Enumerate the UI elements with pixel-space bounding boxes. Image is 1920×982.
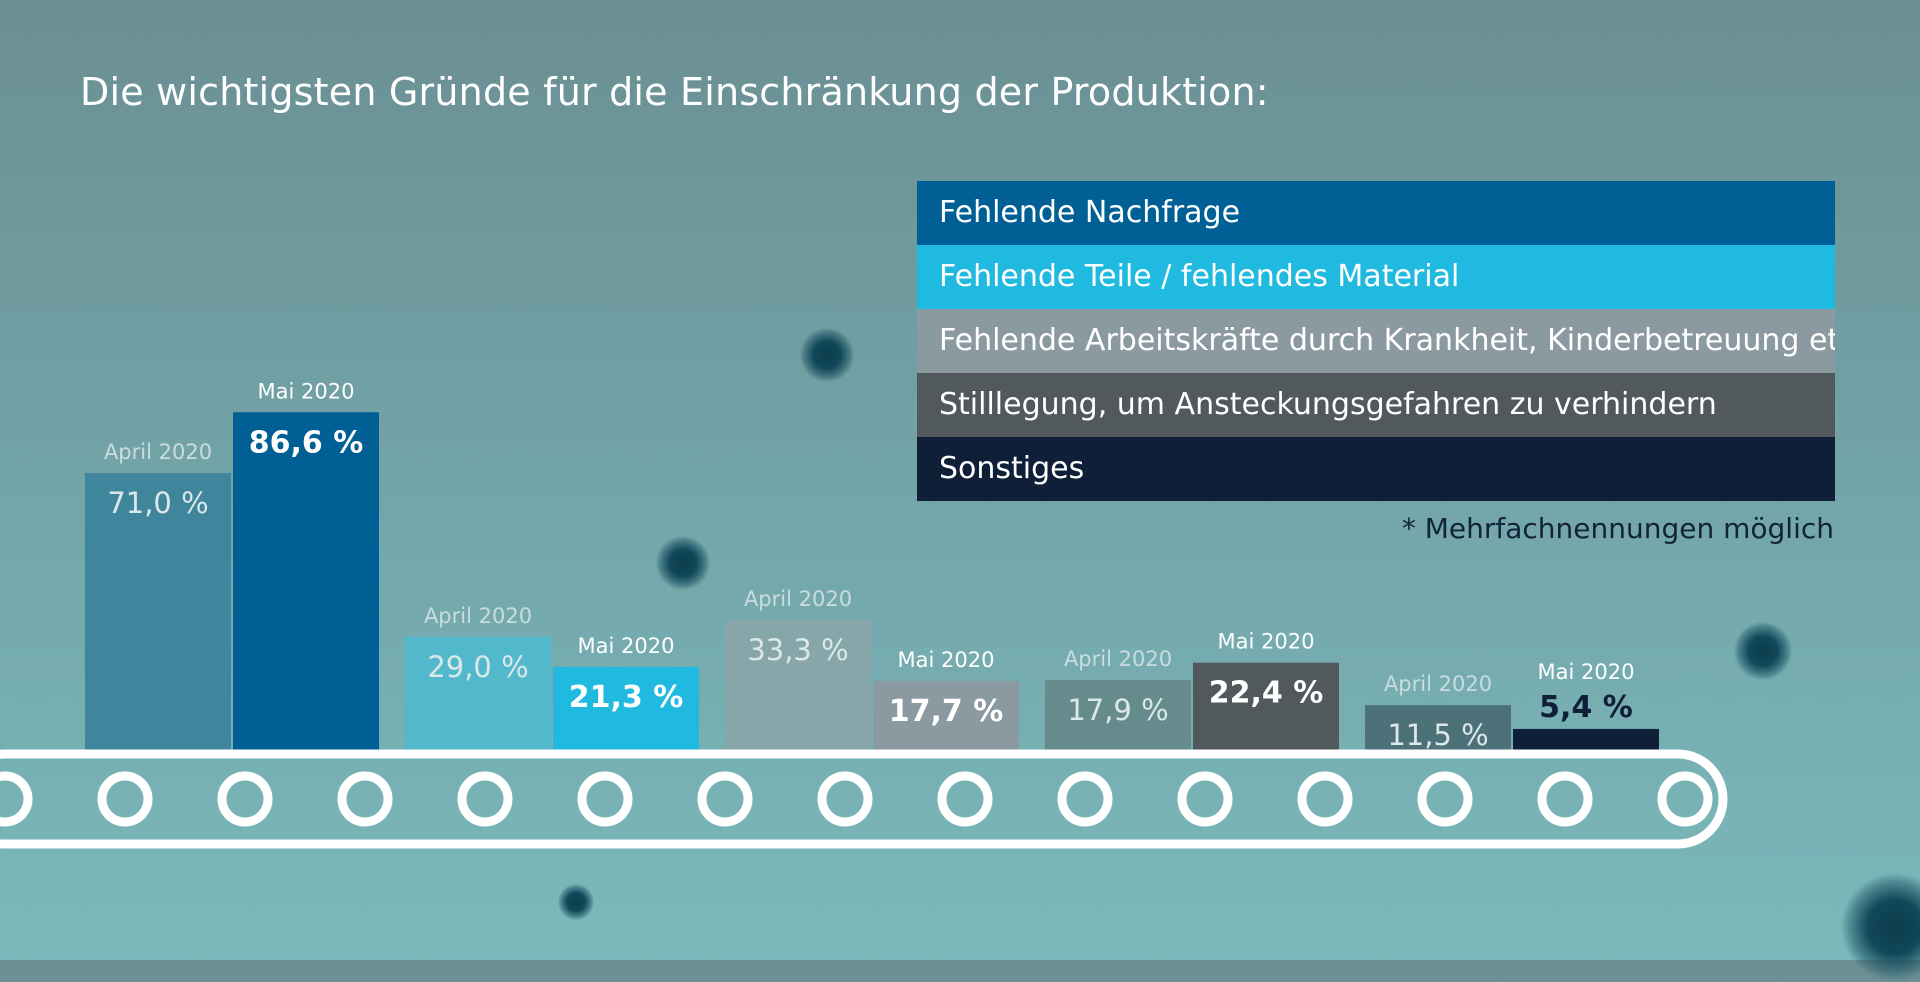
virus-decoration-1 [800,328,854,382]
data-label-mai-3: 22,4 % [1209,676,1324,711]
bar-mai-1 [553,666,699,750]
series-label-mai-0: Mai 2020 [258,379,355,403]
conveyor-roller-6 [697,771,753,827]
legend: Fehlende Nachfrage Fehlende Teile / fehl… [917,181,1835,501]
conveyor-belt [0,749,1728,849]
data-label-april-2: 33,3 % [747,633,848,667]
legend-item-fehlende-arbeitskraefte: Fehlende Arbeitskräfte durch Krankheit, … [917,309,1835,373]
series-label-mai-1: Mai 2020 [578,634,675,658]
series-label-april-1: April 2020 [424,604,532,628]
data-label-april-0: 71,0 % [107,486,208,520]
series-label-april-3: April 2020 [1064,647,1172,671]
legend-item-stilllegung: Stilllegung, um Ansteckungsgefahren zu v… [917,373,1835,437]
conveyor-roller-8 [937,771,993,827]
conveyor-roller-11 [1297,771,1353,827]
data-label-april-1: 29,0 % [427,650,528,684]
series-label-mai-3: Mai 2020 [1218,630,1315,654]
series-label-april-0: April 2020 [104,440,212,464]
series-label-april-4: April 2020 [1384,672,1492,696]
legend-item-sonstiges: Sonstiges [917,437,1835,501]
bar-april-4 [1365,705,1511,750]
footnote: * Mehrfachnennungen möglich [1401,512,1834,545]
conveyor-roller-9 [1057,771,1113,827]
bar-april-1 [405,636,551,750]
bar-mai-2 [873,680,1019,750]
conveyor-roller-10 [1177,771,1233,827]
data-label-mai-0: 86,6 % [249,425,364,460]
data-label-april-3: 17,9 % [1067,693,1168,727]
bar-mai-0 [233,412,379,750]
data-label-mai-1: 21,3 % [569,680,684,715]
legend-item-fehlende-nachfrage: Fehlende Nachfrage [917,181,1835,245]
chart-title: Die wichtigsten Gründe für die Einschrän… [80,70,1269,114]
conveyor-roller-4 [457,771,513,827]
virus-decoration-3 [1734,622,1792,680]
conveyor-roller-5 [577,771,633,827]
conveyor-roller-7 [817,771,873,827]
conveyor-roller-0 [0,771,33,827]
virus-decoration-4 [558,884,594,920]
data-label-mai-4: 5,4 % [1539,690,1633,725]
bar-mai-3 [1193,662,1339,750]
conveyor-roller-2 [217,771,273,827]
conveyor-roller-1 [97,771,153,827]
conveyor-roller-13 [1537,771,1593,827]
series-label-mai-2: Mai 2020 [898,648,995,672]
conveyor-roller-3 [337,771,393,827]
bar-april-0 [85,473,231,750]
conveyor-roller-14 [1657,771,1713,827]
legend-item-fehlende-teile: Fehlende Teile / fehlendes Material [917,245,1835,309]
virus-decoration-2 [656,536,710,590]
data-label-mai-2: 17,7 % [889,694,1004,729]
bar-april-3 [1045,680,1191,750]
bar-mai-4 [1513,728,1659,750]
series-label-mai-4: Mai 2020 [1538,660,1635,684]
conveyor-roller-12 [1417,771,1473,827]
data-label-april-4: 11,5 % [1387,718,1488,752]
series-label-april-2: April 2020 [744,587,852,611]
bar-chart: April 2020 71,0 % Mai 2020 86,6 % April 2020… [0,379,1728,849]
bar-april-2 [725,620,871,750]
